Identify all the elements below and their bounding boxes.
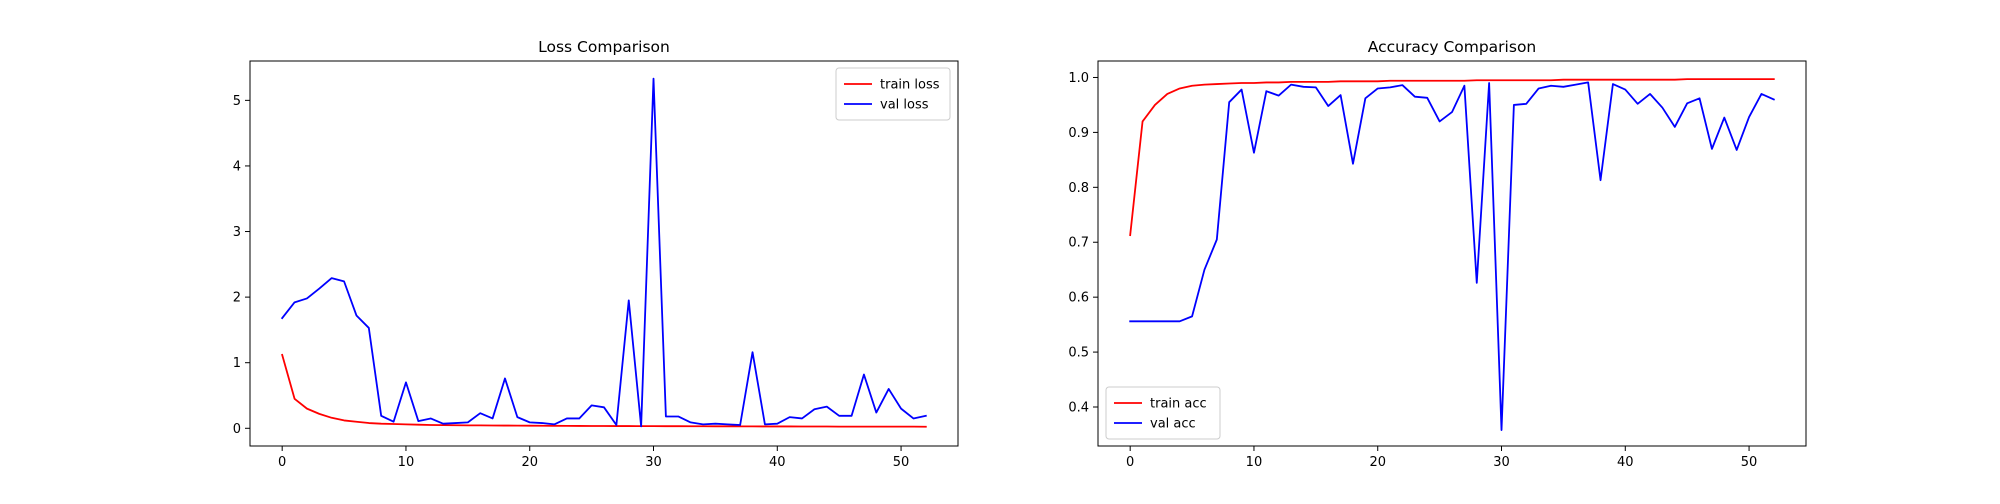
x-tick-label: 10 xyxy=(1246,455,1263,470)
accuracy-chart: 0 10 20 30 40 50 0.4 0.5 0.6 0.7 0.8 0.9 1.0 Accuracy… xyxy=(1068,38,1807,470)
x-tick-label: 0 xyxy=(1126,455,1134,470)
axes-frame xyxy=(1097,60,1807,447)
y-tick-label: 4 xyxy=(233,159,241,174)
x-tick-label: 10 xyxy=(398,455,415,470)
x-tick-label: 50 xyxy=(893,455,910,470)
y-tick-label: 3 xyxy=(233,225,241,240)
legend-label: train acc xyxy=(1150,397,1207,412)
x-tick-label: 40 xyxy=(1617,455,1634,470)
series-line-val-loss xyxy=(280,77,927,428)
legend: train acc val acc xyxy=(1105,386,1221,440)
legend-label: val acc xyxy=(1150,417,1196,432)
loss-chart: 0 10 20 30 40 50 0 1 2 3 4 5 Loss Comparison train lo… xyxy=(233,38,959,470)
y-tick-label: 1.0 xyxy=(1068,71,1089,86)
x-tick-label: 20 xyxy=(1369,455,1386,470)
y-tick-label: 1 xyxy=(233,356,241,371)
plot-area xyxy=(1098,61,1806,446)
y-tick-label: 0.5 xyxy=(1068,346,1089,361)
x-tick-label: 50 xyxy=(1741,455,1758,470)
legend-box xyxy=(1105,386,1221,440)
x-tick-label: 40 xyxy=(769,455,786,470)
legend: train loss val loss xyxy=(835,67,951,121)
y-tick-label: 0 xyxy=(233,422,241,437)
series-line-val-acc xyxy=(1129,81,1776,431)
y-tick-label: 0.4 xyxy=(1068,401,1089,416)
legend-label: val loss xyxy=(880,98,929,113)
legend-box xyxy=(835,67,951,121)
y-tick-label: 0.7 xyxy=(1068,236,1089,251)
chart-title: Accuracy Comparison xyxy=(1368,38,1537,56)
x-tick-label: 0 xyxy=(278,455,286,470)
y-tick-label: 2 xyxy=(233,291,241,306)
y-tick-label: 0.6 xyxy=(1068,291,1089,306)
series-line-train-acc xyxy=(1129,78,1775,237)
y-tick-label: 0.8 xyxy=(1068,181,1089,196)
legend-label: train loss xyxy=(880,78,940,93)
y-tick-label: 5 xyxy=(233,94,241,109)
plot-area xyxy=(250,61,958,446)
x-tick-label: 30 xyxy=(1493,455,1510,470)
chart-title: Loss Comparison xyxy=(538,38,670,56)
x-tick-label: 30 xyxy=(645,455,662,470)
x-tick-label: 20 xyxy=(521,455,538,470)
y-tick-label: 0.9 xyxy=(1068,126,1089,141)
axes-frame xyxy=(249,60,959,447)
series-line-train-loss xyxy=(281,353,927,428)
